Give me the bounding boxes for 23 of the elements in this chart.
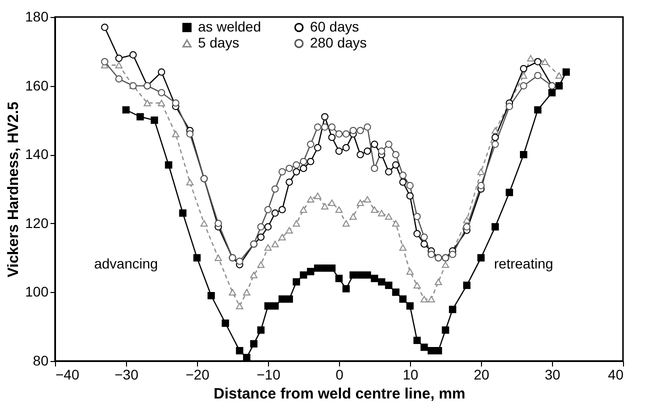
legend-label: 280 days	[310, 34, 367, 50]
y-tick-label: 180	[25, 8, 49, 24]
x-tick-label: 10	[402, 366, 418, 382]
x-tick-label: −10	[256, 366, 281, 382]
x-tick-label: 30	[544, 366, 560, 382]
legend-label: 5 days	[198, 34, 240, 50]
x-tick-label: −30	[114, 366, 139, 382]
y-axis-title: Vickers Hardness, HV2.5	[5, 102, 22, 278]
x-tick-label: 0	[336, 366, 344, 382]
legend-label: as welded	[198, 18, 262, 34]
x-tick-label: −40	[56, 366, 80, 382]
x-tick-label: 20	[474, 366, 490, 382]
annotation: retreating	[494, 256, 554, 272]
legend-label: 60 days	[310, 18, 360, 34]
y-tick-label: 100	[25, 284, 49, 300]
annotation: advancing	[94, 256, 158, 272]
x-tick-label: −20	[186, 366, 210, 382]
y-tick-label: 80	[32, 352, 49, 368]
x-axis-title: Distance from weld centre line, mm	[214, 386, 466, 402]
y-tick-label: 160	[25, 77, 49, 94]
y-tick-label: 120	[25, 214, 49, 231]
x-tick-label: 40	[608, 366, 624, 382]
y-tick-label: 140	[25, 146, 49, 162]
